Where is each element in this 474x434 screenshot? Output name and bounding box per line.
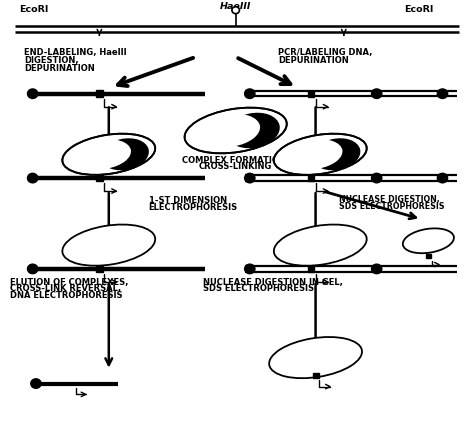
- Ellipse shape: [269, 337, 362, 378]
- Circle shape: [245, 89, 255, 99]
- Ellipse shape: [184, 108, 287, 153]
- Text: END-LABELING, HaeIII: END-LABELING, HaeIII: [24, 48, 127, 57]
- Bar: [308, 175, 314, 181]
- Text: CROSS-LINKING: CROSS-LINKING: [199, 162, 273, 171]
- Ellipse shape: [227, 113, 280, 148]
- Ellipse shape: [201, 114, 260, 147]
- Circle shape: [232, 7, 239, 14]
- Circle shape: [372, 264, 382, 274]
- Text: CROSS-LINK REVERSAL,: CROSS-LINK REVERSAL,: [10, 285, 121, 293]
- Text: ELECTROPHORESIS: ELECTROPHORESIS: [149, 203, 238, 212]
- Text: DEPURINATION: DEPURINATION: [278, 56, 349, 65]
- Ellipse shape: [289, 139, 342, 169]
- Text: DNA ELECTROPHORESIS: DNA ELECTROPHORESIS: [10, 291, 123, 300]
- Ellipse shape: [77, 139, 131, 169]
- Text: HaeIII: HaeIII: [220, 2, 251, 10]
- Circle shape: [31, 379, 41, 388]
- Ellipse shape: [403, 228, 454, 253]
- Circle shape: [438, 173, 447, 183]
- Text: EcoRI: EcoRI: [404, 5, 434, 14]
- Bar: [96, 266, 103, 272]
- Circle shape: [27, 264, 38, 274]
- Text: EcoRI: EcoRI: [19, 5, 48, 14]
- Text: SDS ELECTROPHORESIS: SDS ELECTROPHORESIS: [339, 202, 445, 211]
- Ellipse shape: [274, 134, 367, 175]
- Text: 1-ST DIMENSION: 1-ST DIMENSION: [149, 196, 227, 205]
- Text: NUCLEASE DIGESTION,: NUCLEASE DIGESTION,: [339, 195, 440, 204]
- Circle shape: [245, 173, 255, 183]
- Ellipse shape: [312, 138, 360, 170]
- Bar: [308, 266, 314, 272]
- Circle shape: [438, 89, 447, 99]
- Text: DIGESTION,: DIGESTION,: [24, 56, 79, 65]
- Text: COMPLEX FORMATION,: COMPLEX FORMATION,: [182, 155, 289, 164]
- Ellipse shape: [63, 134, 155, 175]
- Ellipse shape: [63, 224, 155, 266]
- Bar: [312, 372, 319, 378]
- Text: ELUTION OF COMPLEXES,: ELUTION OF COMPLEXES,: [10, 278, 128, 286]
- Text: PCR/LABELING DNA,: PCR/LABELING DNA,: [278, 48, 373, 57]
- Circle shape: [372, 173, 382, 183]
- Text: NUCLEASE DIGESTION IN GEL,: NUCLEASE DIGESTION IN GEL,: [203, 278, 343, 286]
- Text: SDS ELECTROPHORESIS: SDS ELECTROPHORESIS: [203, 285, 314, 293]
- Circle shape: [245, 264, 255, 274]
- Circle shape: [27, 173, 38, 183]
- Bar: [96, 90, 103, 97]
- Bar: [96, 175, 103, 181]
- Ellipse shape: [274, 224, 367, 266]
- Ellipse shape: [100, 138, 149, 170]
- Text: DEPURINATION: DEPURINATION: [24, 64, 95, 73]
- Bar: [308, 91, 314, 96]
- Circle shape: [27, 89, 38, 99]
- Circle shape: [372, 89, 382, 99]
- Bar: [426, 253, 431, 258]
